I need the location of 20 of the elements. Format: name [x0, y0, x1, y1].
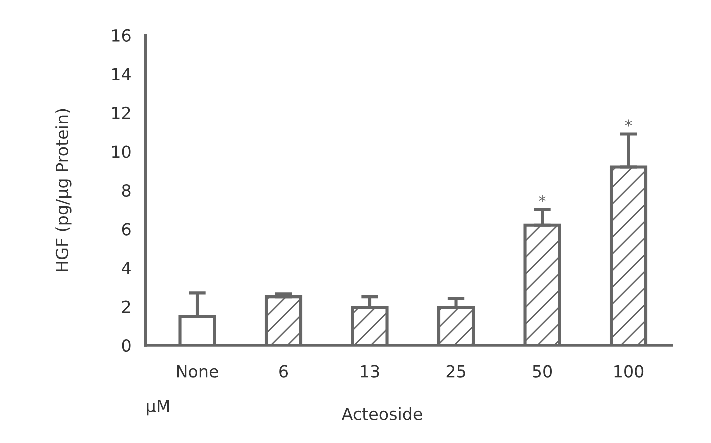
- x-tick-label: 6: [280, 365, 288, 378]
- y-tick-label: 4: [122, 262, 131, 274]
- y-tick-label: 14: [112, 68, 131, 81]
- y-tick-label: 0: [122, 340, 131, 352]
- annotation: *: [625, 120, 632, 127]
- x-tick-label: 13: [361, 365, 380, 378]
- y-axis-title: HGF (pg/µg Protein): [56, 109, 72, 272]
- x-axis-title: Acteoside: [342, 408, 422, 420]
- y-tick-label: 6: [122, 223, 131, 236]
- text: µM: [147, 400, 170, 416]
- y-tick-label: 12: [112, 106, 130, 120]
- x-tick-label: 25: [446, 365, 466, 378]
- x-tick-label: 50: [533, 365, 552, 378]
- y-tick-label: 8: [122, 184, 131, 198]
- y-tick-label: 2: [122, 300, 130, 314]
- y-tick-label: 16: [112, 29, 131, 42]
- x-tick-label: 100: [614, 365, 644, 378]
- annotation: *: [539, 195, 546, 202]
- x-tick-label: None: [177, 365, 218, 378]
- y-tick-label: 10: [112, 146, 131, 158]
